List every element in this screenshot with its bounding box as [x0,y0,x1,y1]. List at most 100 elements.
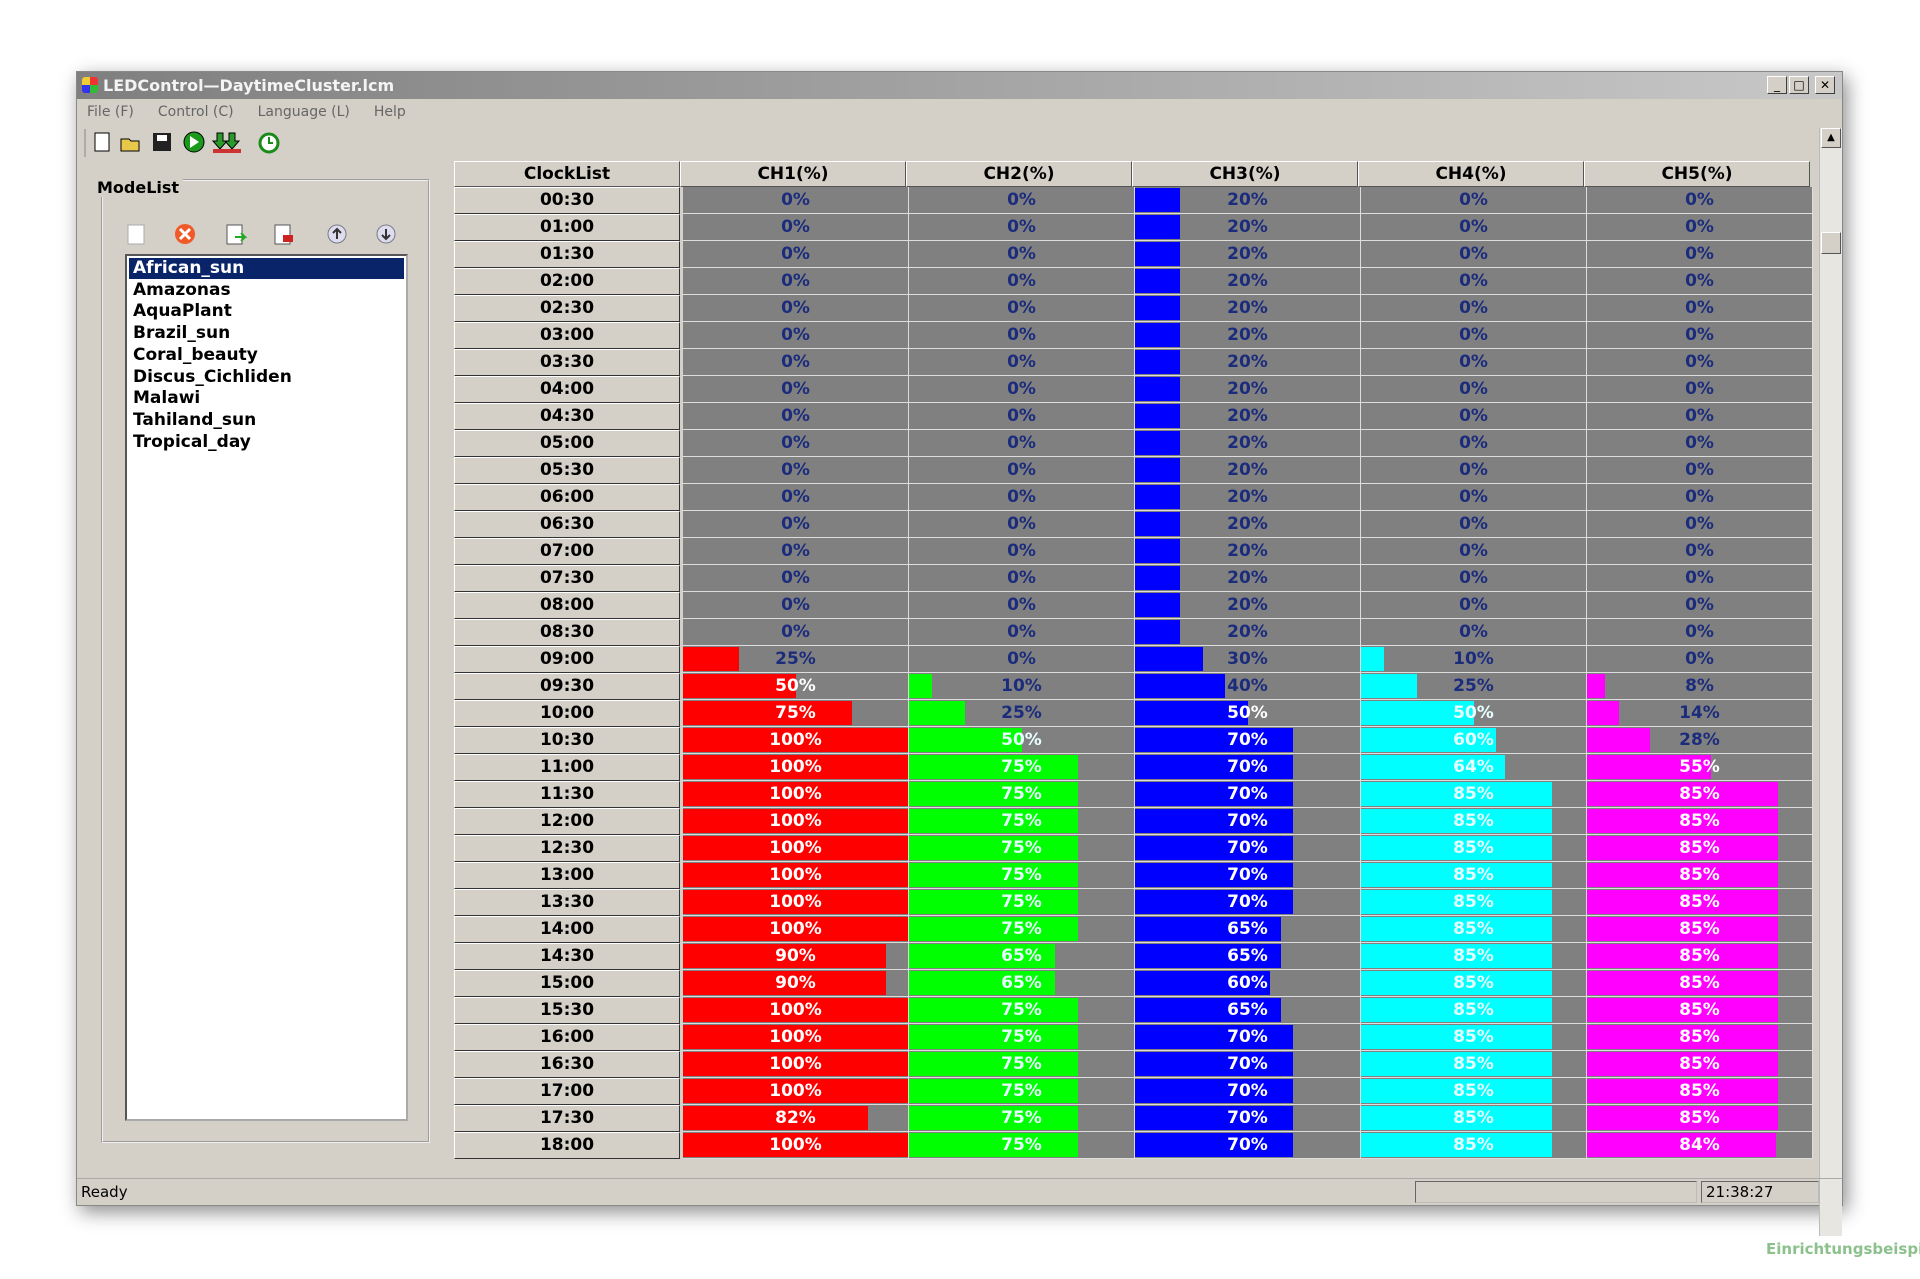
mode-item[interactable]: Discus_Cichliden [133,366,292,387]
level-bar [909,728,1022,752]
channel-cell: 0% [909,592,1135,619]
channel-cell: 20% [1135,268,1361,295]
level-label: 100% [769,757,822,777]
maximize-button[interactable]: □ [1789,76,1809,94]
mode-item[interactable]: Amazonas [133,279,231,300]
menu-item[interactable]: Control (C) [157,104,234,120]
channel-cell: 75% [909,754,1135,781]
channel-cell: 20% [1135,322,1361,349]
channel-cell: 40% [1135,673,1361,700]
level-label: 0% [1007,514,1036,534]
level-bar [909,890,1078,914]
level-bar [1587,863,1779,887]
clock-cell: 14:00 [454,916,680,943]
level-label: 85% [1679,1027,1720,1047]
level-bar [1135,269,1180,293]
level-label: 0% [781,190,810,210]
level-label: 70% [1227,1054,1268,1074]
channel-cell: 75% [909,997,1135,1024]
mode-item[interactable]: African_sun [129,258,404,279]
mode-item[interactable]: Brazil_sun [133,323,231,344]
level-bar [1135,809,1293,833]
level-bar [1361,1079,1553,1103]
level-bar [1587,674,1605,698]
level-label: 0% [781,487,810,507]
level-label: 0% [1459,487,1488,507]
level-label: 0% [781,622,810,642]
clock-cell: 09:30 [454,673,680,700]
channel-cell: 0% [909,511,1135,538]
channel-cell: 0% [683,295,909,322]
clock-cell: 01:00 [454,214,680,241]
channel-cell: 0% [1587,646,1813,673]
channel-cell: 85% [1587,1078,1813,1105]
scrollbar[interactable]: ▲ [1819,128,1842,1236]
channel-cell: 0% [1361,484,1587,511]
close-button[interactable]: ✕ [1815,76,1835,94]
level-label: 70% [1227,757,1268,777]
channel-cell: 0% [1587,511,1813,538]
channel-cell: 50% [1361,700,1587,727]
level-label: 70% [1227,892,1268,912]
level-label: 0% [1685,433,1714,453]
level-bar [909,944,1056,968]
clock-cell: 07:30 [454,565,680,592]
level-label: 0% [1007,622,1036,642]
level-label: 0% [1459,541,1488,561]
add-mode-icon[interactable] [127,224,145,245]
level-label: 75% [1001,838,1042,858]
menu-item[interactable]: File (F) [87,104,134,120]
level-bar [1135,377,1180,401]
channel-cell: 0% [1587,484,1813,511]
level-bar [683,647,740,671]
level-label: 75% [1001,1000,1042,1020]
mode-item[interactable]: AquaPlant [133,301,232,322]
channel-cell: 20% [1135,565,1361,592]
level-bar [909,1052,1078,1076]
new-icon[interactable] [94,132,110,152]
level-label: 0% [1459,406,1488,426]
scroll-up[interactable]: ▲ [1821,128,1841,148]
channel-cell: 0% [1361,241,1587,268]
level-label: 65% [1227,919,1268,939]
level-label: 0% [1685,298,1714,318]
level-bar [1135,350,1180,374]
menu-item[interactable]: Language (L) [257,104,350,120]
level-bar [683,1133,908,1157]
export-mark [283,235,293,242]
mode-item[interactable]: Tahiland_sun [133,409,257,430]
channel-cell: 85% [1587,1105,1813,1132]
level-label: 0% [1685,244,1714,264]
clock-cell: 18:00 [454,1132,680,1159]
mode-item[interactable]: Coral_beauty [133,344,258,365]
level-label: 0% [1459,514,1488,534]
level-bar [1361,782,1553,806]
level-label: 70% [1227,1081,1268,1101]
menu-item[interactable]: Help [373,104,406,120]
minimize-button[interactable]: _ [1767,76,1787,94]
channel-cell: 85% [1361,1024,1587,1051]
level-label: 70% [1227,730,1268,750]
mode-item[interactable]: Malawi [133,388,201,409]
level-label: 65% [1227,946,1268,966]
level-label: 0% [1007,433,1036,453]
scroll-thumb[interactable] [1821,232,1841,254]
mode-item[interactable]: Tropical_day [133,431,251,452]
level-bar [909,971,1056,995]
channel-cell: 0% [1587,214,1813,241]
level-bar [1135,323,1180,347]
clock-cell: 06:30 [454,511,680,538]
level-bar [1135,593,1180,617]
open-icon[interactable] [120,138,140,152]
level-bar [1135,620,1180,644]
column-header: ClockList [454,161,680,187]
download-icon[interactable] [211,132,241,150]
channel-cell: 0% [909,430,1135,457]
channel-cell: 20% [1135,619,1361,646]
level-bar [683,863,908,887]
run-arrow [190,136,199,148]
channel-cell: 85% [1361,835,1587,862]
import-icon[interactable] [226,224,243,245]
level-label: 0% [1007,487,1036,507]
